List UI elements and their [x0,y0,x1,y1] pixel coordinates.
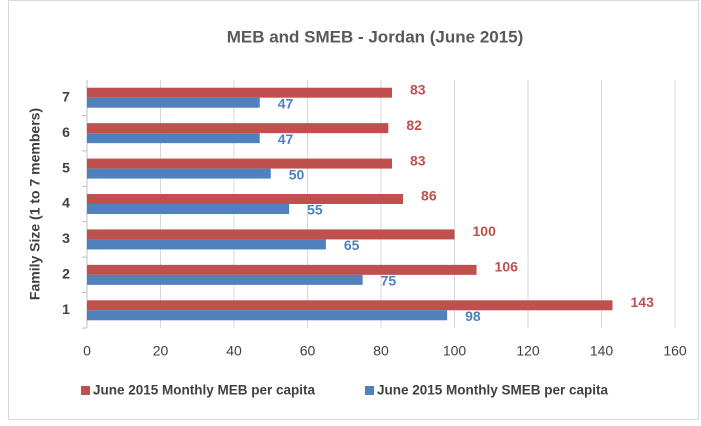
chart-title: MEB and SMEB - Jordan (June 2015) [227,27,524,46]
x-tick-label: 140 [590,343,614,359]
x-tick-label: 160 [663,343,687,359]
y-tick-label: 6 [62,124,70,140]
x-tick-label: 80 [373,343,389,359]
y-tick-label: 1 [62,301,70,317]
y-tick-label: 7 [62,88,70,104]
data-label: 65 [344,237,360,253]
bar [87,97,260,108]
data-label: 47 [278,95,294,111]
data-label: 106 [495,259,519,275]
bar [87,133,260,144]
y-tick-label: 3 [62,230,70,246]
legend-swatch [81,386,90,395]
x-tick-label: 100 [443,343,467,359]
y-tick-label: 5 [62,159,70,175]
bar [87,194,404,204]
data-label: 83 [410,81,426,97]
bar [87,300,613,311]
y-tick-label: 2 [62,266,70,282]
data-label: 47 [278,131,294,147]
bar [87,229,455,240]
data-label: 75 [381,273,397,289]
x-tick-label: 0 [83,343,91,359]
legend-swatch [365,386,374,395]
x-tick-label: 120 [516,343,540,359]
x-tick-label: 40 [226,343,242,359]
y-tick-label: 4 [62,195,70,211]
data-label: 143 [631,294,655,310]
bar [87,264,477,275]
bar [87,123,389,134]
legend-label: June 2015 Monthly MEB per capita [93,383,316,398]
bar [87,168,271,179]
bar [87,158,393,169]
data-label: 55 [307,202,323,218]
legend-label: June 2015 Monthly SMEB per capita [377,383,609,398]
data-label: 82 [406,117,422,133]
data-label: 83 [410,152,426,168]
bar [87,204,290,214]
bar [87,239,326,250]
data-label: 86 [421,188,437,204]
x-tick-label: 20 [153,343,169,359]
data-label: 50 [289,166,305,182]
bar [87,310,448,321]
bar [87,274,363,285]
x-tick-label: 60 [300,343,316,359]
data-label: 98 [465,308,481,324]
bar [87,87,393,98]
y-axis-title: Family Size (1 to 7 members) [27,108,43,300]
data-label: 100 [473,223,497,239]
